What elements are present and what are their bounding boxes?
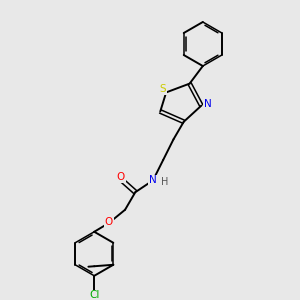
Text: N: N bbox=[149, 176, 157, 185]
Text: O: O bbox=[116, 172, 125, 182]
Text: Cl: Cl bbox=[89, 290, 99, 300]
Text: O: O bbox=[105, 217, 113, 226]
Text: H: H bbox=[161, 177, 169, 187]
Text: N: N bbox=[204, 99, 212, 109]
Text: S: S bbox=[159, 84, 166, 94]
